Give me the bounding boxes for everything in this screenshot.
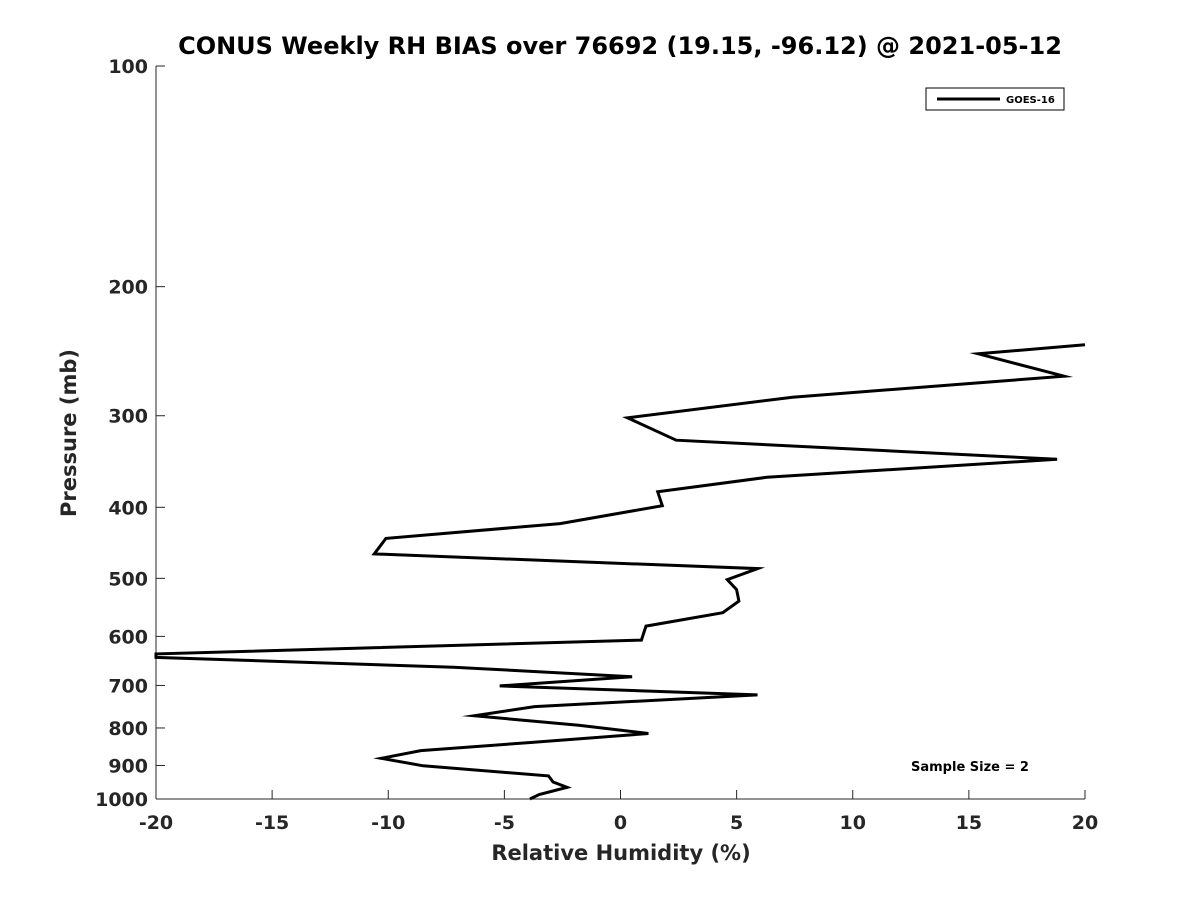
x-axis: -20 -15 -10 -5 0 5 10 15 20 <box>139 790 1098 834</box>
x-tick-label: -15 <box>255 812 289 834</box>
x-tick-label: -20 <box>139 812 173 834</box>
x-tick-label: 10 <box>840 812 866 834</box>
x-tick-label: 20 <box>1072 812 1098 834</box>
y-axis-label: Pressure (mb) <box>57 349 81 517</box>
y-tick-label: 100 <box>108 56 148 78</box>
x-axis-label: Relative Humidity (%) <box>491 841 750 865</box>
legend: GOES-16 <box>925 87 1065 111</box>
y-tick-label: 200 <box>108 277 148 299</box>
x-tick-label: 15 <box>956 812 982 834</box>
chart-title: CONUS Weekly RH BIAS over 76692 (19.15, … <box>178 32 1062 60</box>
y-tick-label: 900 <box>108 755 148 777</box>
y-tick-label: 800 <box>108 718 148 740</box>
y-tick-label: 600 <box>108 626 148 648</box>
legend-label-goes-16: GOES-16 <box>1006 95 1055 106</box>
x-tick-label: -5 <box>494 812 515 834</box>
x-tick-label: 5 <box>730 812 743 834</box>
y-axis: 100 200 300 400 500 600 700 800 900 1000 <box>95 56 165 811</box>
y-tick-label: 300 <box>108 406 148 428</box>
y-tick-label: 400 <box>108 497 148 519</box>
y-tick-label: 700 <box>108 675 148 697</box>
x-tick-label: 0 <box>614 812 627 834</box>
series-layer <box>154 343 1086 801</box>
series-line-goes-16 <box>154 343 1086 801</box>
y-tick-label: 1000 <box>95 789 148 811</box>
y-tick-label: 500 <box>108 568 148 590</box>
sample-size-annotation: Sample Size = 2 <box>911 760 1029 775</box>
x-tick-label: -10 <box>371 812 405 834</box>
